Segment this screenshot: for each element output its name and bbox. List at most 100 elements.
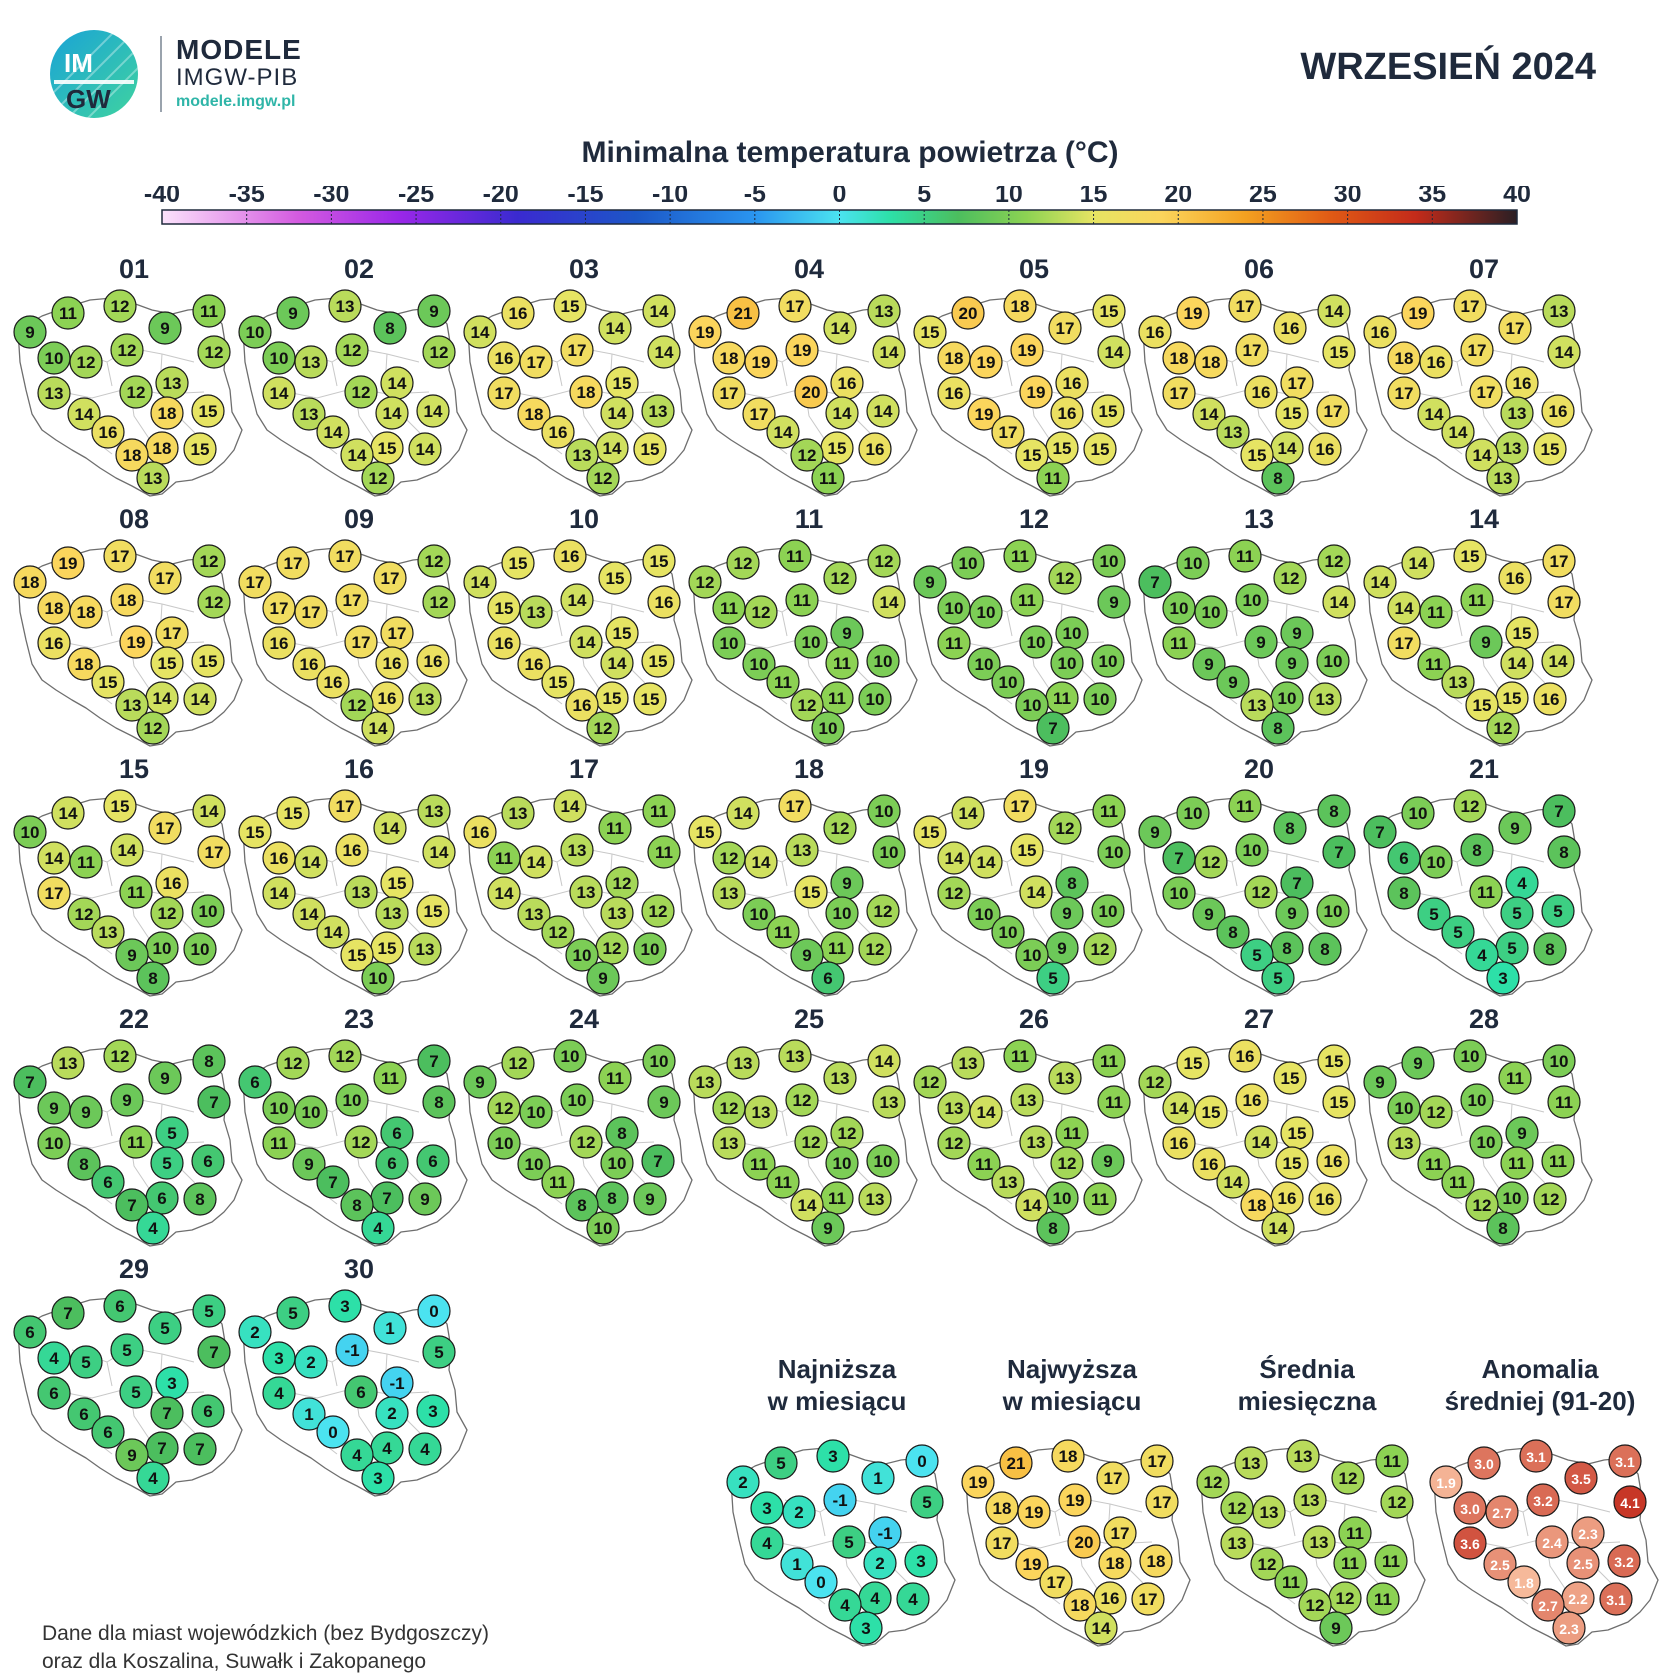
- station-value: 16: [945, 384, 964, 403]
- station-marker: [1526, 1483, 1560, 1517]
- station-marker: [541, 1165, 575, 1199]
- station-marker: [1387, 626, 1421, 660]
- station-marker: [1092, 294, 1126, 328]
- station-marker: [1097, 335, 1131, 369]
- station-marker: [1486, 961, 1520, 995]
- station-marker: [416, 1144, 450, 1178]
- station-marker: [969, 1095, 1003, 1129]
- station-value: 15: [1288, 1124, 1307, 1143]
- station-marker: [115, 688, 149, 722]
- station-marker: [641, 894, 675, 928]
- station-marker: [69, 845, 103, 879]
- station-value: 17: [111, 547, 130, 566]
- station-value: 14: [471, 573, 490, 592]
- province-border: [1231, 611, 1238, 637]
- station-marker: [416, 394, 450, 428]
- station-value: 11: [200, 302, 218, 321]
- station-value: 15: [495, 599, 514, 618]
- station-value: 10: [1324, 652, 1343, 671]
- footer-line-2: oraz dla Koszalina, Suwałk i Zakopanego: [42, 1650, 427, 1673]
- station-marker: [335, 1333, 369, 1367]
- station-marker: [553, 789, 587, 823]
- station-marker: [13, 565, 47, 599]
- station-value: 2: [875, 1554, 884, 1573]
- station-marker: [1092, 1044, 1126, 1078]
- station-marker: [633, 932, 667, 966]
- station-marker: [262, 626, 296, 660]
- station-value: 13: [1316, 690, 1335, 709]
- station-value: 8: [1273, 719, 1282, 738]
- station-marker: [633, 1182, 667, 1216]
- station-marker: [1235, 583, 1269, 617]
- station-value: 5: [81, 1353, 90, 1372]
- station-value: 13: [525, 905, 544, 924]
- station-marker: [1176, 796, 1210, 830]
- station-marker: [67, 1397, 101, 1431]
- station-value: 12: [430, 343, 449, 362]
- province-border: [1456, 861, 1463, 887]
- station-value: 11: [1346, 1524, 1364, 1543]
- station-marker: [1192, 397, 1226, 431]
- station-marker: [1498, 811, 1532, 845]
- station-value: 16: [495, 634, 514, 653]
- station-value: 12: [603, 939, 622, 958]
- station-marker: [292, 647, 326, 681]
- station-value: 3: [762, 1499, 771, 1518]
- station-marker: [969, 345, 1003, 379]
- station-marker: [1216, 415, 1250, 449]
- station-marker: [1015, 1547, 1049, 1581]
- station-value: 3.0: [1474, 1456, 1494, 1472]
- station-value: 11: [774, 1173, 792, 1192]
- station-value: 4: [1517, 874, 1527, 893]
- station-value: 9: [1228, 673, 1237, 692]
- station-marker: [37, 626, 71, 660]
- station-value: 11: [1053, 689, 1071, 708]
- station-marker: [872, 835, 906, 869]
- station-value: 14: [348, 446, 367, 465]
- station-marker: [569, 375, 603, 409]
- station-marker: [136, 961, 170, 995]
- day-label: 04: [794, 254, 824, 284]
- station-marker: [825, 396, 859, 430]
- station-value: 12: [144, 719, 163, 738]
- station-marker: [67, 647, 101, 681]
- station-value: 12: [1281, 569, 1300, 588]
- station-value: 21: [1007, 1454, 1026, 1473]
- station-value: 14: [1549, 652, 1568, 671]
- station-marker: [294, 845, 328, 879]
- station-value: 8: [148, 969, 157, 988]
- station-value: 19: [1023, 1555, 1042, 1574]
- station-value: 17: [302, 603, 321, 622]
- station-marker: [1460, 583, 1494, 617]
- station-marker: [37, 876, 71, 910]
- station-marker: [183, 432, 217, 466]
- station-marker: [91, 1415, 125, 1449]
- station-value: 13: [300, 405, 319, 424]
- station-marker: [408, 432, 442, 466]
- station-value: 15: [921, 823, 940, 842]
- station-value: 16: [1200, 1155, 1219, 1174]
- station-marker: [867, 544, 901, 578]
- station-value: 16: [270, 634, 289, 653]
- station-value: 18: [77, 603, 96, 622]
- station-value: 3: [428, 1402, 437, 1421]
- station-marker: [1541, 644, 1575, 678]
- brand-url[interactable]: modele.imgw.pl: [176, 93, 296, 110]
- station-marker: [328, 539, 362, 573]
- station-marker: [119, 1375, 153, 1409]
- station-marker: [1048, 811, 1082, 845]
- station-value: 10: [833, 1154, 852, 1173]
- province-border: [1006, 361, 1013, 387]
- station-value: 10: [270, 1099, 289, 1118]
- station-marker: [1453, 1526, 1487, 1560]
- station-marker: [969, 595, 1003, 629]
- station-value: 15: [1248, 446, 1267, 465]
- station-marker: [1363, 1065, 1397, 1099]
- station-value: 11: [606, 819, 624, 838]
- station-value: 6: [203, 1152, 212, 1171]
- station-marker: [192, 1294, 226, 1328]
- station-value: 13: [786, 1047, 805, 1066]
- station-value: 15: [1023, 446, 1042, 465]
- station-marker: [1419, 595, 1453, 629]
- station-marker: [726, 796, 760, 830]
